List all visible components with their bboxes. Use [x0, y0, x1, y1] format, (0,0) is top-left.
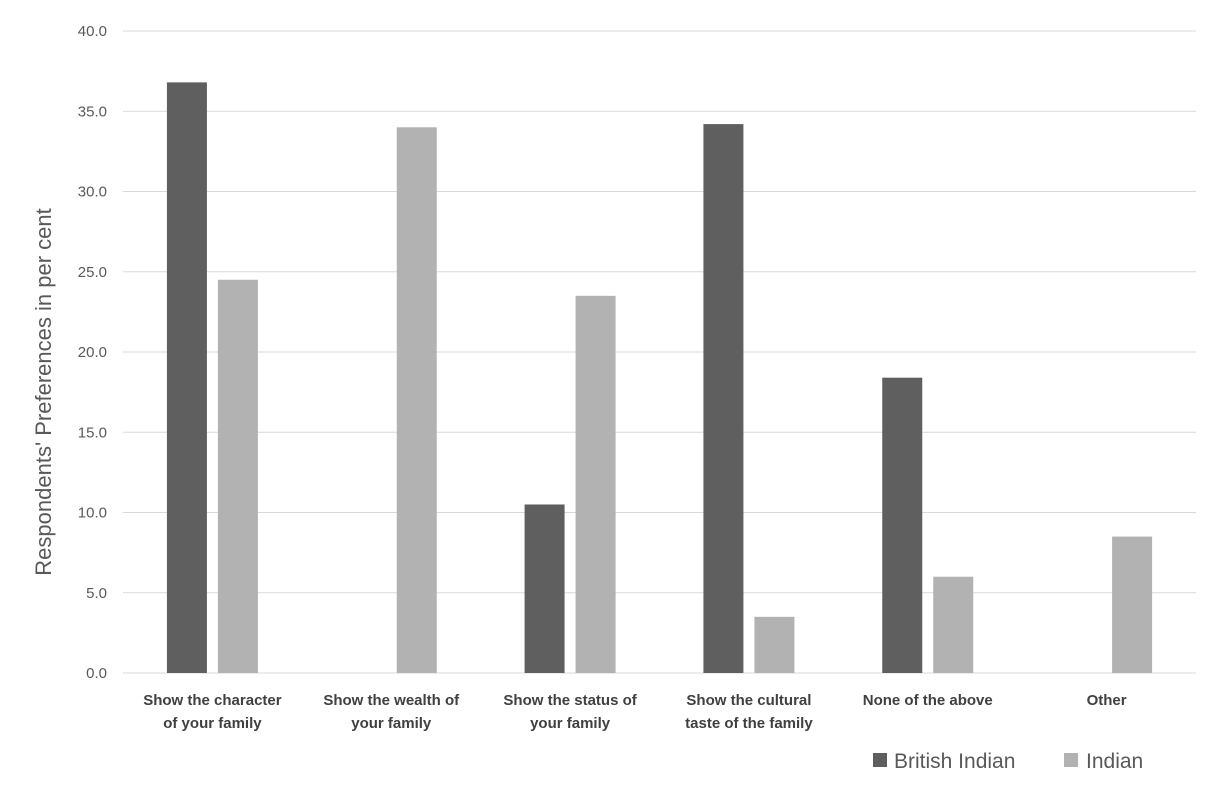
y-tick-label: 20.0 [78, 344, 107, 361]
y-tick-label: 35.0 [78, 103, 107, 120]
gridlines [123, 30, 1196, 674]
x-category-label: Show the wealth of your family [323, 692, 460, 732]
y-tick-label: 30.0 [78, 184, 107, 201]
bar-indian [217, 279, 258, 673]
legend-swatch [1064, 753, 1078, 767]
bar-indian [575, 295, 616, 673]
y-tick-label: 25.0 [78, 264, 107, 281]
y-tick-label: 0.0 [86, 665, 107, 682]
legend: British Indian Indian [873, 750, 1143, 773]
legend-label: British Indian [894, 750, 1015, 773]
legend-label: Indian [1086, 750, 1143, 773]
y-tick-label: 15.0 [78, 424, 107, 441]
bar-indian [396, 127, 437, 674]
x-category-label: Show the status of your family [503, 692, 637, 732]
legend-swatch [873, 753, 887, 767]
bar-indian [933, 576, 974, 673]
x-category-label: Show the character of your family [143, 692, 282, 732]
x-category-label: Other [1087, 692, 1127, 709]
y-tick-label: 10.0 [78, 505, 107, 522]
bar-british-indian [524, 504, 565, 673]
y-tick-labels: 0.0 5.0 10.0 15.0 20.0 25.0 30.0 35.0 40.0 [78, 23, 107, 682]
x-category-label: Show the cultural taste of the family [685, 692, 813, 732]
bars [166, 82, 1153, 674]
bar-british-indian [703, 124, 744, 674]
category-labels: Show the character of your family Show the… [143, 692, 1127, 732]
y-tick-label: 40.0 [78, 23, 107, 40]
bar-indian [754, 616, 795, 673]
bar-indian [1112, 536, 1153, 673]
x-category-label: None of the above [863, 692, 993, 709]
y-tick-label: 5.0 [86, 585, 107, 602]
y-axis-title: Respondents' Preferences in per cent [31, 208, 56, 575]
bar-british-indian [882, 377, 923, 673]
bar-british-indian [166, 82, 207, 674]
